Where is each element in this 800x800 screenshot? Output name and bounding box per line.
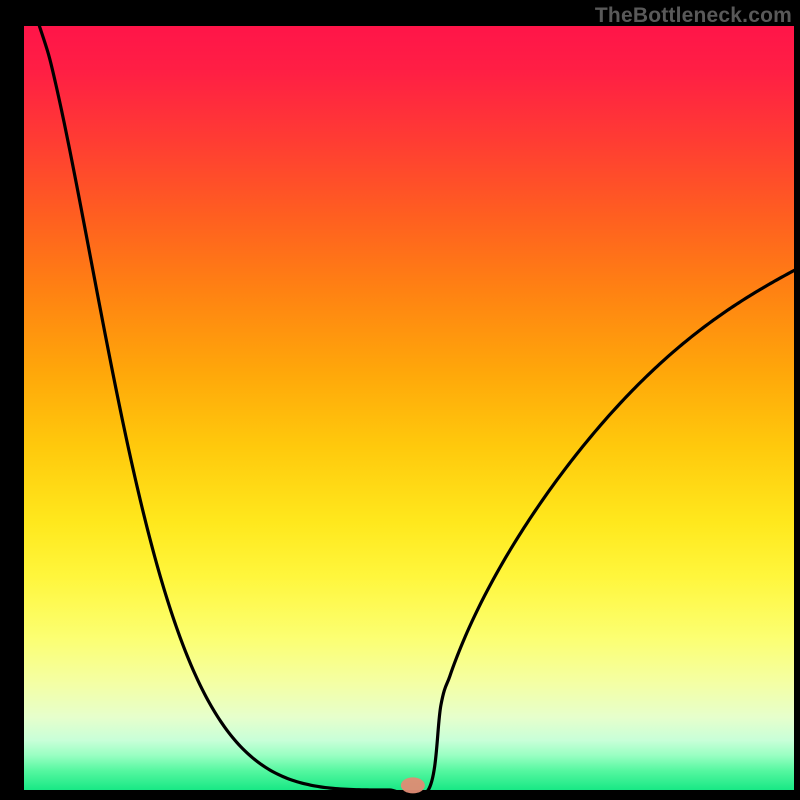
optimal-marker xyxy=(401,777,425,793)
chart-stage: TheBottleneck.com xyxy=(0,0,800,800)
bottleneck-chart xyxy=(0,0,800,800)
watermark-text: TheBottleneck.com xyxy=(595,4,792,28)
plot-area xyxy=(24,26,794,790)
